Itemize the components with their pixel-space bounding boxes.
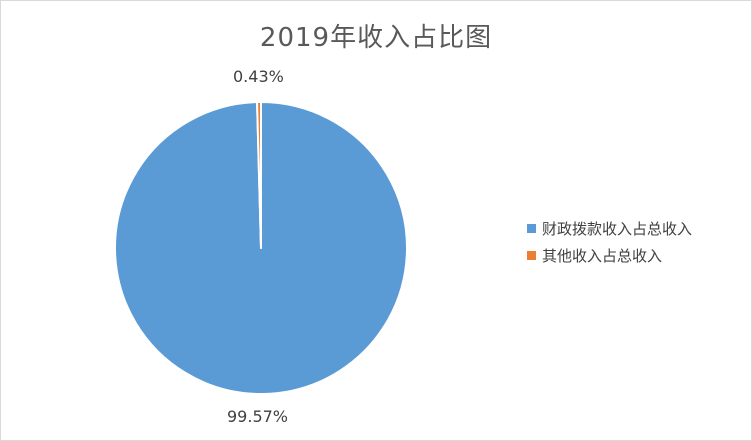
legend-swatch-other [527,250,536,260]
legend-label-other: 其他收入占总收入 [542,246,663,265]
data-label-fiscal: 99.57% [227,407,289,426]
legend-swatch-fiscal [527,223,536,233]
legend-label-fiscal: 财政拨款收入占总收入 [542,219,693,238]
legend-item-fiscal: 财政拨款收入占总收入 [527,217,692,239]
legend: 财政拨款收入占总收入 其他收入占总收入 [527,217,692,271]
legend-item-other: 其他收入占总收入 [527,244,692,266]
pie-slice-other [256,100,262,249]
data-label-other: 0.43% [233,67,284,86]
chart-title: 2019年收入占比图 [259,23,493,53]
